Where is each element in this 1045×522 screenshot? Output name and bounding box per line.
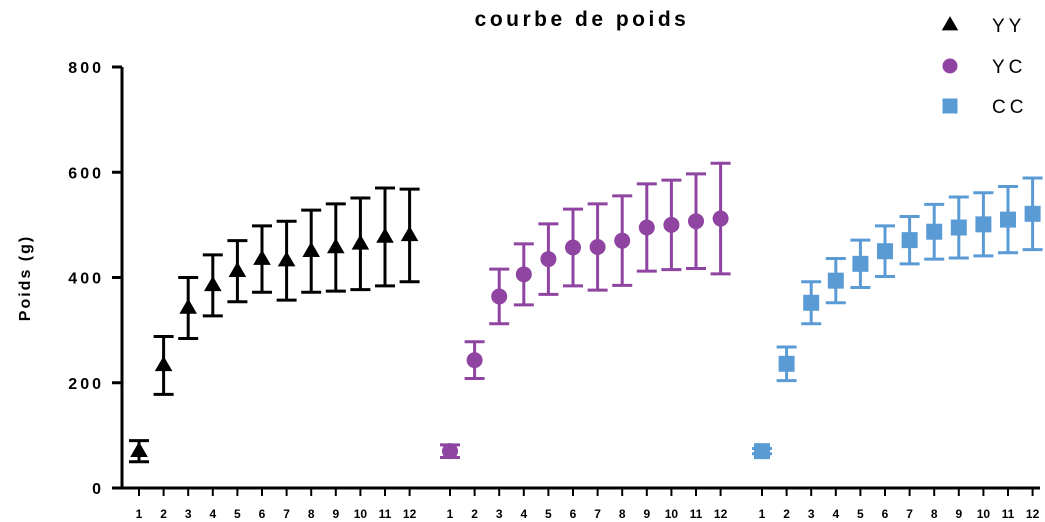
x-tick-label: 1 bbox=[447, 507, 454, 521]
x-tick-label: 5 bbox=[857, 507, 864, 521]
x-tick-label: 7 bbox=[594, 507, 601, 521]
x-tick-label: 10 bbox=[665, 507, 679, 521]
data-point bbox=[253, 249, 271, 265]
series-CC bbox=[752, 176, 1043, 460]
x-tick-label: 4 bbox=[832, 507, 839, 521]
data-point bbox=[1024, 205, 1041, 222]
x-tick-label: 9 bbox=[643, 507, 650, 521]
y-tick-label: 400 bbox=[68, 271, 104, 288]
x-tick-label: 2 bbox=[160, 507, 167, 521]
x-tick-label: 12 bbox=[714, 507, 728, 521]
x-tick-label: 2 bbox=[471, 507, 478, 521]
data-point bbox=[950, 219, 967, 236]
y-tick-label: 200 bbox=[68, 376, 104, 393]
legend-marker bbox=[942, 58, 958, 74]
legend-marker bbox=[942, 98, 958, 114]
data-point bbox=[663, 216, 680, 233]
legend-label: YC bbox=[992, 57, 1026, 78]
data-point bbox=[975, 216, 992, 233]
data-point bbox=[400, 225, 419, 242]
x-tick-label: 10 bbox=[977, 507, 991, 521]
x-tick-label: 12 bbox=[403, 507, 417, 521]
legend: YY YC CC bbox=[941, 16, 1027, 118]
data-point bbox=[277, 251, 296, 267]
data-point bbox=[204, 275, 222, 292]
x-tick-label: 8 bbox=[619, 507, 626, 521]
x-tick-label: 12 bbox=[1026, 507, 1040, 521]
data-point bbox=[1000, 211, 1016, 228]
series-YY bbox=[129, 186, 420, 464]
data-point bbox=[466, 352, 483, 369]
data-point bbox=[926, 223, 943, 240]
data-point bbox=[351, 234, 370, 250]
x-tick-label: 3 bbox=[496, 507, 503, 521]
data-point bbox=[901, 232, 918, 249]
x-tick-label: 8 bbox=[308, 507, 315, 521]
data-point bbox=[491, 288, 508, 305]
data-point bbox=[565, 239, 581, 256]
x-tick-label: 10 bbox=[354, 507, 368, 521]
x-tick-label: 6 bbox=[259, 507, 266, 521]
data-point bbox=[302, 241, 320, 257]
legend-item-CC: CC bbox=[942, 97, 1027, 118]
legend-label: CC bbox=[992, 97, 1027, 118]
legend-item-YC: YC bbox=[942, 57, 1026, 78]
y-tick-label: 0 bbox=[92, 481, 104, 498]
data-point bbox=[754, 443, 770, 460]
data-point bbox=[827, 272, 844, 289]
x-tick-label: 1 bbox=[136, 507, 143, 521]
legend-marker bbox=[941, 16, 959, 31]
data-point bbox=[688, 213, 704, 230]
data-point bbox=[442, 443, 458, 460]
x-tick-label: 2 bbox=[783, 507, 790, 521]
x-tick-label: 4 bbox=[209, 507, 216, 521]
x-tick-label: 6 bbox=[882, 507, 889, 521]
x-tick-label: 11 bbox=[1002, 507, 1015, 521]
x-axis: 1 2 3 4 5 6 7 8 9 10 11 12 1 2 3 4 5 6 7 8 9 10 11 12 1 2 3 4 5 6 7 8 9 1… bbox=[121, 486, 1040, 521]
x-tick-label: 1 bbox=[759, 507, 766, 521]
data-point bbox=[614, 232, 631, 249]
x-tick-label: 5 bbox=[234, 507, 241, 521]
data-point bbox=[852, 255, 869, 272]
data-point bbox=[540, 251, 557, 268]
data-point bbox=[179, 298, 197, 314]
data-point bbox=[712, 210, 729, 227]
x-tick-label: 11 bbox=[379, 507, 392, 521]
y-tick-label: 600 bbox=[68, 165, 104, 182]
data-point bbox=[228, 261, 247, 277]
y-axis-label: Poids (g) bbox=[17, 235, 34, 321]
data-point bbox=[327, 238, 345, 254]
data-point bbox=[376, 227, 394, 243]
data-point bbox=[778, 355, 795, 372]
data-point bbox=[589, 238, 606, 255]
data-point bbox=[154, 355, 173, 372]
x-tick-label: 9 bbox=[332, 507, 339, 521]
data-point bbox=[638, 219, 655, 236]
data-point bbox=[877, 243, 893, 260]
x-tick-label: 6 bbox=[570, 507, 577, 521]
data-point bbox=[515, 266, 532, 283]
chart-title: courbe de poids bbox=[475, 8, 690, 31]
plot-area bbox=[129, 161, 1043, 464]
x-tick-label: 4 bbox=[520, 507, 527, 521]
x-tick-label: 3 bbox=[185, 507, 192, 521]
x-tick-label: 8 bbox=[931, 507, 938, 521]
legend-label: YY bbox=[992, 16, 1025, 37]
data-point bbox=[130, 441, 148, 457]
x-tick-label: 11 bbox=[690, 507, 703, 521]
y-tick-label: 800 bbox=[68, 60, 104, 77]
data-point bbox=[803, 294, 820, 311]
series-YC bbox=[440, 161, 731, 460]
x-tick-label: 7 bbox=[283, 507, 290, 521]
y-axis: 0 200 400 600 800 bbox=[68, 60, 124, 498]
x-tick-label: 5 bbox=[545, 507, 552, 521]
x-tick-label: 3 bbox=[808, 507, 815, 521]
x-tick-label: 9 bbox=[955, 507, 962, 521]
legend-item-YY: YY bbox=[941, 16, 1025, 37]
x-tick-label: 7 bbox=[906, 507, 913, 521]
